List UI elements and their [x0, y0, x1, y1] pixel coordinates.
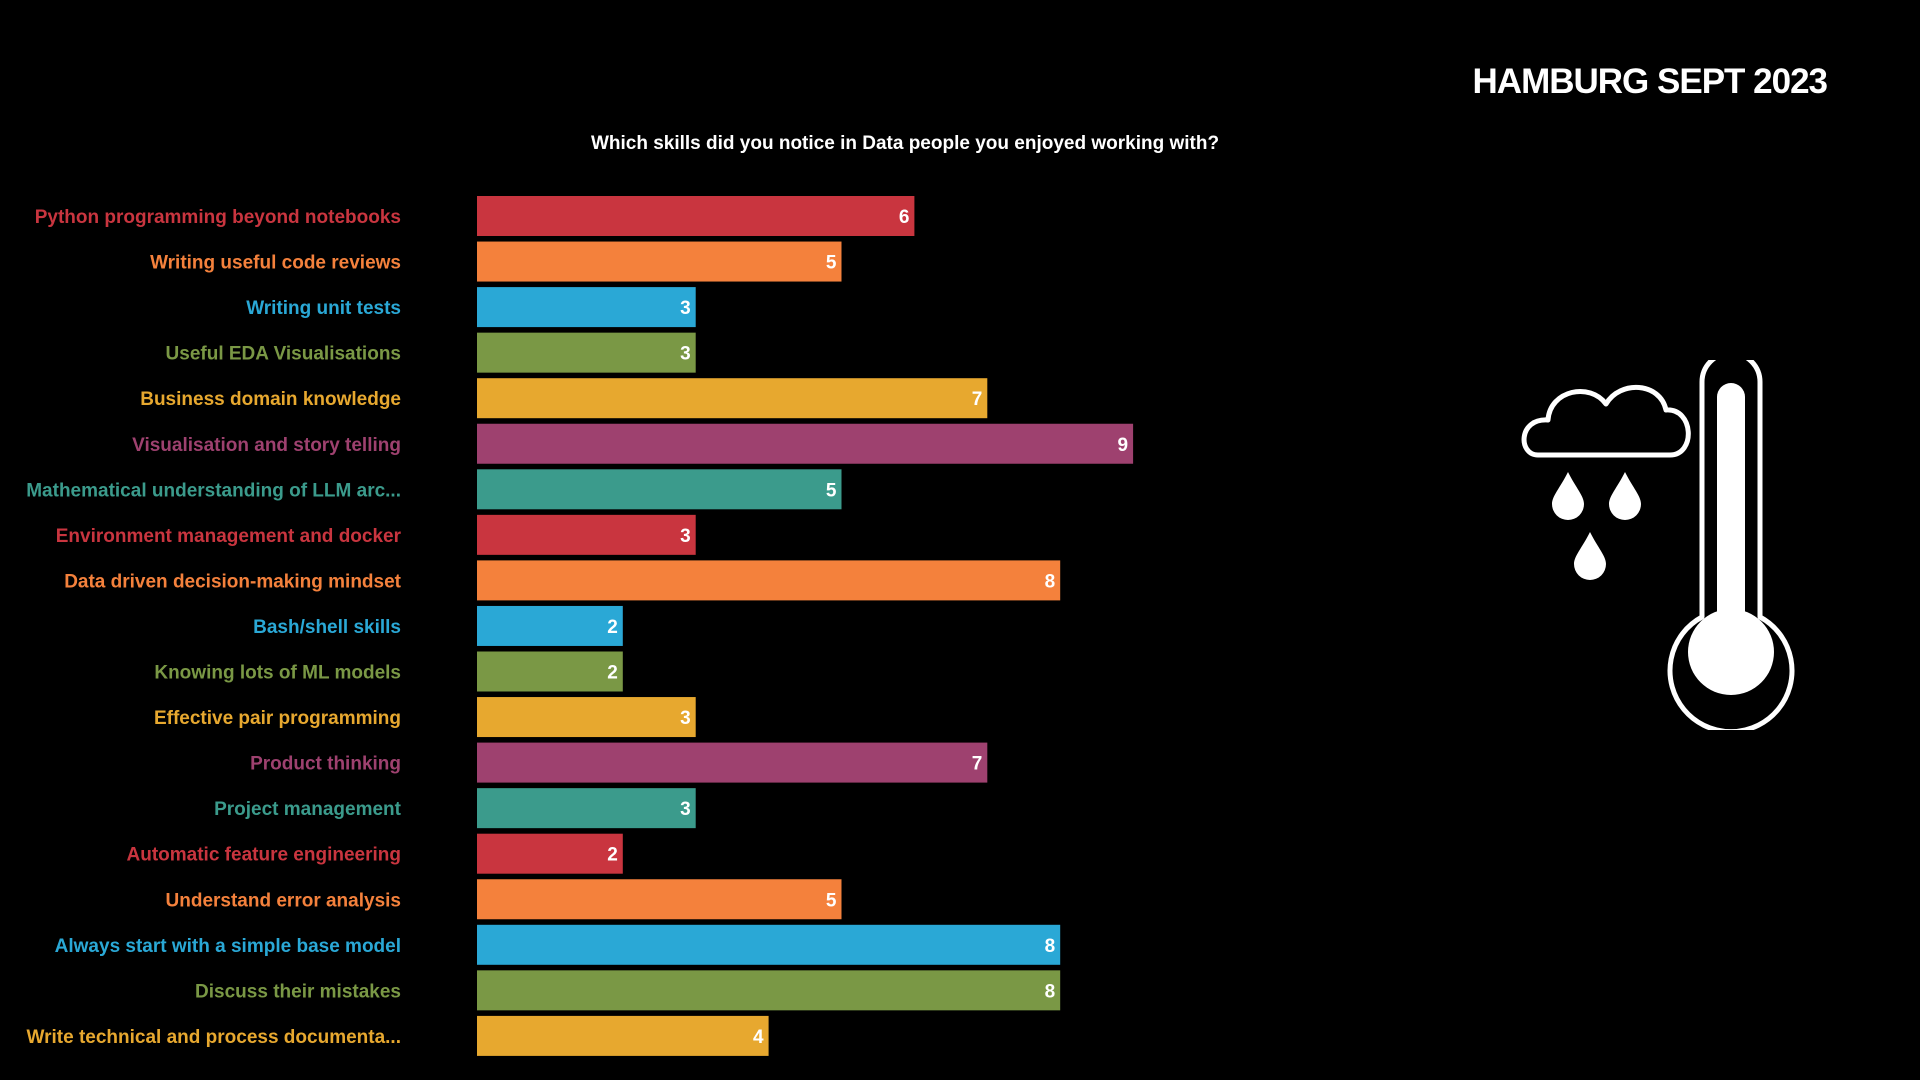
category-label: Automatic feature engineering	[127, 845, 402, 866]
category-label: Writing useful code reviews	[150, 253, 401, 274]
bar-value-label: 8	[1045, 571, 1056, 592]
bar-value-label: 8	[1045, 936, 1056, 957]
bar-value-label: 7	[972, 754, 983, 775]
bar	[477, 469, 842, 510]
category-label: Writing unit tests	[246, 298, 401, 319]
raindrop-icon	[1609, 472, 1641, 520]
bar	[477, 879, 842, 920]
bar	[477, 833, 623, 874]
bar	[477, 1015, 769, 1056]
bar-value-label: 5	[826, 890, 837, 911]
event-title: HAMBURG SEPT 2023	[1472, 62, 1828, 101]
category-label: Bash/shell skills	[253, 617, 401, 638]
bar	[477, 332, 696, 373]
bar-value-label: 7	[972, 389, 983, 410]
bar	[477, 970, 1061, 1011]
bar-value-label: 3	[680, 344, 691, 365]
category-label: Environment management and docker	[56, 526, 402, 547]
bar	[477, 423, 1134, 464]
skills-bar-chart: Which skills did you notice in Data peop…	[26, 133, 1219, 1056]
category-label: Mathematical understanding of LLM arc...	[26, 480, 401, 501]
raindrop-icon	[1574, 532, 1606, 580]
bar-value-label: 2	[607, 663, 618, 684]
category-label: Visualisation and story telling	[132, 435, 401, 456]
bar	[477, 924, 1061, 965]
bar	[477, 378, 988, 419]
category-label: Business domain knowledge	[140, 389, 401, 410]
bar	[477, 697, 696, 738]
bar-value-label: 5	[826, 480, 837, 501]
bar-value-label: 6	[899, 207, 910, 228]
category-label: Understand error analysis	[166, 890, 401, 911]
chart-title: Which skills did you notice in Data peop…	[591, 133, 1219, 154]
category-label: Project management	[214, 799, 402, 820]
category-label: Python programming beyond notebooks	[35, 207, 401, 228]
rain-cloud-thermometer-icon	[1521, 360, 1795, 730]
bar-value-label: 2	[607, 845, 618, 866]
bar	[477, 560, 1061, 601]
category-label: Always start with a simple base model	[55, 936, 401, 957]
category-label: Useful EDA Visualisations	[166, 344, 401, 365]
category-label: Knowing lots of ML models	[154, 663, 401, 684]
bar	[477, 241, 842, 282]
bar	[477, 514, 696, 555]
bar-value-label: 3	[680, 298, 691, 319]
category-label: Write technical and process documenta...	[27, 1027, 401, 1048]
bar	[477, 742, 988, 783]
bar	[477, 287, 696, 328]
thermometer-mercury	[1717, 383, 1745, 633]
bar	[477, 196, 915, 236]
bar-value-label: 5	[826, 253, 837, 274]
bar-value-label: 3	[680, 526, 691, 547]
bar	[477, 788, 696, 829]
bar-value-label: 8	[1045, 981, 1056, 1002]
category-label: Product thinking	[250, 754, 401, 775]
thermometer-icon	[1667, 360, 1795, 730]
bar-value-label: 9	[1118, 435, 1129, 456]
bar	[477, 605, 623, 646]
cloud-icon	[1521, 385, 1691, 458]
bar-value-label: 3	[680, 799, 691, 820]
raindrop-icon	[1552, 472, 1584, 520]
bar	[477, 651, 623, 692]
bar-group: Python programming beyond notebooks 6 Writ…	[26, 196, 1134, 1056]
category-label: Effective pair programming	[154, 708, 401, 729]
bar-value-label: 2	[607, 617, 618, 638]
bar-value-label: 4	[753, 1027, 764, 1048]
thermometer-bulb	[1688, 609, 1774, 695]
category-label: Data driven decision-making mindset	[64, 571, 401, 592]
category-label: Discuss their mistakes	[195, 981, 401, 1002]
bar-value-label: 3	[680, 708, 691, 729]
